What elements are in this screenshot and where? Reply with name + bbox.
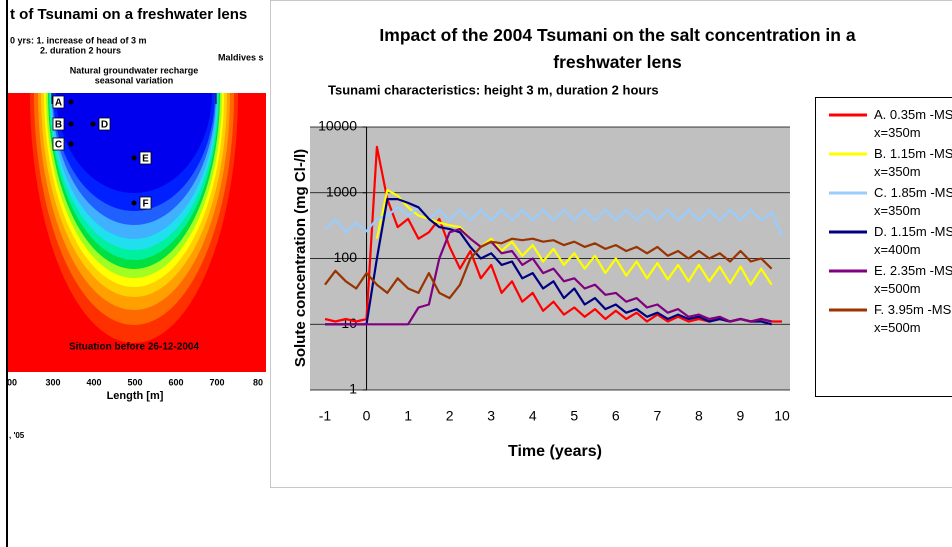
series-line bbox=[324, 206, 784, 237]
lens-points: ABC D E F bbox=[52, 95, 152, 210]
legend-label: F. 3.95m -MSL, x=500m bbox=[874, 302, 952, 335]
left-x-tick-label: 00 bbox=[7, 377, 17, 387]
y-tick-label: 1 bbox=[349, 381, 357, 397]
x-tick-label: 2 bbox=[446, 408, 454, 424]
left-x-tick-label: 300 bbox=[45, 377, 60, 387]
y-axis-label: Solute concentration (mg Cl-/l) bbox=[292, 149, 309, 367]
x-tick-label: 4 bbox=[529, 408, 537, 424]
point-label: A bbox=[55, 98, 62, 109]
left-note: 0 yrs: 1. increase of head of 3 m bbox=[10, 35, 147, 45]
x-axis-label: Time (years) bbox=[508, 443, 602, 460]
left-title: t of Tsunami on a freshwater lens bbox=[10, 6, 247, 23]
lens-point bbox=[90, 121, 96, 127]
legend-entry: A. 0.35m -MSL, x=350m bbox=[828, 106, 952, 145]
point-label-box bbox=[52, 95, 65, 109]
series-line bbox=[375, 188, 773, 286]
lens-point bbox=[68, 121, 74, 127]
x-tick-label: -1 bbox=[319, 408, 332, 424]
lens-point bbox=[131, 200, 137, 206]
left-footer: , '05 bbox=[9, 431, 25, 440]
legend-swatch bbox=[829, 113, 867, 117]
legend-label: A. 0.35m -MSL, x=350m bbox=[874, 107, 952, 140]
x-tick-label: 0 bbox=[363, 408, 371, 424]
y-tick-label: 10 bbox=[341, 315, 357, 331]
lens-point bbox=[131, 155, 137, 161]
point-label-box bbox=[52, 117, 65, 131]
point-label: C bbox=[55, 140, 62, 151]
legend-label: C. 1.85m -MSL, x=350m bbox=[874, 185, 952, 218]
series-line bbox=[324, 237, 773, 300]
legend-label: B. 1.15m -MSL, x=350m bbox=[874, 146, 952, 179]
left-xlabel: Length [m] bbox=[107, 390, 164, 402]
left-recharge: Natural groundwater recharge bbox=[70, 65, 199, 75]
point-label-box bbox=[98, 117, 111, 131]
legend-swatch bbox=[829, 191, 867, 195]
left-note: 2. duration 2 hours bbox=[40, 45, 121, 55]
chart-subtitle: Tsunami characteristics: height 3 m, dur… bbox=[328, 82, 659, 97]
lens-point bbox=[68, 141, 74, 147]
left-x-tick-label: 700 bbox=[209, 377, 224, 387]
x-tick-label: 1 bbox=[404, 408, 412, 424]
left-x-tick-label: 400 bbox=[86, 377, 101, 387]
legend: A. 0.35m -MSL, x=350m B. 1.15m -MSL, x=35… bbox=[815, 97, 952, 397]
legend-entry: B. 1.15m -MSL, x=350m bbox=[828, 145, 952, 184]
point-label-box bbox=[139, 151, 152, 165]
x-tick-label: 7 bbox=[653, 408, 661, 424]
legend-entry: E. 2.35m -MSL, x=500m bbox=[828, 262, 952, 301]
x-tick-label: 10 bbox=[774, 408, 790, 424]
point-label-box bbox=[139, 196, 152, 210]
legend-swatch bbox=[829, 269, 867, 273]
point-label: F bbox=[142, 199, 148, 210]
y-tick-label: 100 bbox=[334, 249, 358, 265]
legend-entry: D. 1.15m -MSL, x=400m bbox=[828, 223, 952, 262]
x-tick-label: 8 bbox=[695, 408, 703, 424]
left-recharge: seasonal variation bbox=[95, 75, 174, 85]
point-label: B bbox=[55, 120, 62, 131]
chart-title: Impact of the 2004 Tsumani on the salt c… bbox=[379, 25, 856, 72]
legend-label: D. 1.15m -MSL, x=400m bbox=[874, 224, 952, 257]
series-line bbox=[325, 228, 772, 326]
left-x-tick-label: 600 bbox=[168, 377, 183, 387]
y-tick-label: 10000 bbox=[318, 118, 357, 134]
left-x-tick-label: 500 bbox=[127, 377, 142, 387]
legend-entry: F. 3.95m -MSL, x=500m bbox=[828, 301, 952, 340]
x-tick-label: 6 bbox=[612, 408, 620, 424]
x-tick-label: 3 bbox=[487, 408, 495, 424]
point-label: E bbox=[142, 154, 149, 165]
legend-label: E. 2.35m -MSL, x=500m bbox=[874, 263, 952, 296]
x-tick-label: 9 bbox=[737, 408, 745, 424]
legend-entry: C. 1.85m -MSL, x=350m bbox=[828, 184, 952, 223]
situation: Situation before 26-12-2004 bbox=[69, 342, 199, 353]
series-line bbox=[325, 198, 772, 326]
legend-swatch bbox=[829, 152, 867, 156]
left-x-ticks: 00 300 400 500 600 700 80 bbox=[7, 377, 263, 387]
lens-point bbox=[68, 99, 74, 105]
point-label-box bbox=[52, 137, 65, 151]
legend-swatch bbox=[829, 230, 867, 234]
left-x-tick-label: 80 bbox=[253, 377, 263, 387]
x-tick-label: 5 bbox=[570, 408, 578, 424]
y-tick-label: 1000 bbox=[326, 183, 357, 199]
left-place: Maldives s bbox=[218, 52, 264, 62]
legend-swatch bbox=[829, 308, 867, 312]
point-label: D bbox=[101, 120, 108, 131]
